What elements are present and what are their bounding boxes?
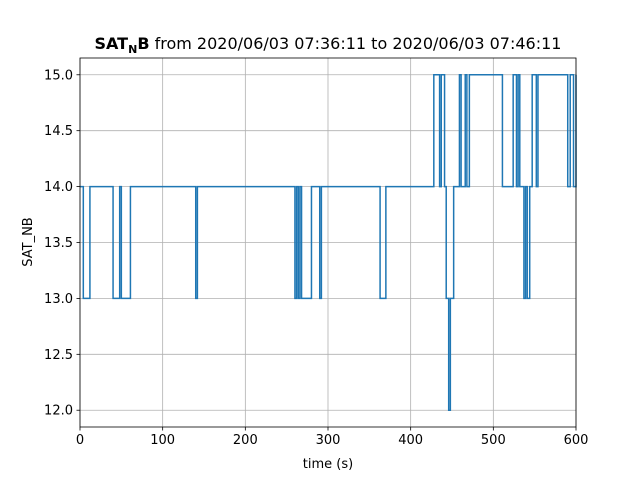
x-tick-label: 0 [76, 433, 84, 448]
series-line [80, 74, 577, 411]
series-layer [80, 74, 577, 411]
y-tick-label: 12.5 [44, 348, 73, 363]
x-tick-label: 500 [481, 433, 506, 448]
x-tick-label: 100 [150, 433, 175, 448]
y-tick-label: 14.0 [44, 180, 73, 195]
x-tick-label: 400 [398, 433, 423, 448]
chart-title: SATNB from 2020/06/03 07:36:11 to 2020/0… [95, 34, 562, 56]
chart-title-bold-main: SAT [95, 34, 129, 53]
y-tick-label: 14.5 [44, 124, 73, 139]
x-tick-label: 300 [316, 433, 341, 448]
chart-title-rest: from 2020/06/03 07:36:11 to 2020/06/03 0… [150, 34, 562, 53]
x-tick-label: 600 [564, 433, 589, 448]
y-tick-label: 13.5 [44, 236, 73, 251]
x-tick-label: 200 [233, 433, 258, 448]
y-tick-label: 13.0 [44, 292, 73, 307]
y-tick-label: 12.0 [44, 404, 73, 419]
ticks-layer: 0 100 200 300 400 500 600 12.0 12.5 13.0 13.5 14.0 1… [44, 68, 588, 448]
chart-title-subscript: N [128, 43, 137, 56]
x-axis-label: time (s) [303, 457, 353, 472]
chart-title-bold-suffix: B [137, 34, 149, 53]
y-tick-label: 15.0 [44, 68, 73, 83]
grid-layer [79, 58, 577, 427]
y-axis-label: SAT_NB [21, 217, 36, 266]
